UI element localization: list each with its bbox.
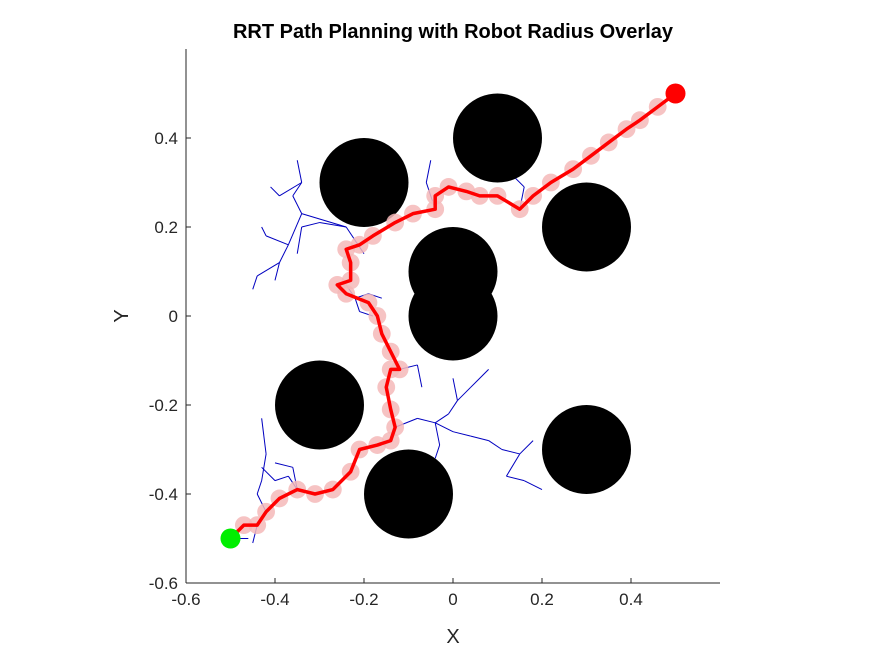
tree-edge — [448, 400, 458, 415]
x-tick-label: -0.6 — [171, 590, 200, 609]
path-line — [228, 91, 678, 541]
tree-edge — [416, 364, 423, 388]
tree-edge — [452, 431, 471, 437]
goal-marker — [665, 83, 686, 104]
tree-edge — [292, 182, 303, 197]
tree-edge — [505, 453, 521, 477]
tree-edge — [256, 480, 263, 495]
planned-path — [228, 91, 678, 541]
tree-edge — [261, 418, 267, 455]
y-tick-label: -0.2 — [149, 396, 178, 415]
tree-edge — [470, 435, 489, 442]
tree-edge — [292, 195, 303, 214]
tree-edge — [488, 440, 503, 450]
tree-edge — [434, 444, 441, 459]
tree-edge — [265, 235, 289, 246]
tree-edge — [457, 386, 472, 401]
tree-edge — [252, 275, 258, 290]
tree-edge — [301, 222, 320, 228]
tree-edge — [523, 480, 543, 490]
y-tick-label: -0.6 — [149, 574, 178, 593]
tree-edge — [287, 213, 303, 245]
tree-edge — [261, 226, 267, 237]
plot-area — [220, 83, 686, 549]
x-tick-label: -0.2 — [349, 590, 378, 609]
tree-edge — [279, 244, 289, 263]
tree-edge — [452, 378, 458, 401]
tree-edge — [354, 298, 361, 312]
y-tick-label: -0.4 — [149, 485, 178, 504]
tree-edge — [279, 182, 302, 197]
obstacle-circle — [319, 138, 409, 227]
tree-edge — [274, 262, 280, 281]
obstacle-circle — [408, 271, 498, 361]
tree-edge — [296, 160, 303, 183]
y-axis-label: Y — [111, 309, 133, 322]
y-tick-label: 0.4 — [154, 129, 178, 148]
x-tick-label: 0.2 — [530, 590, 554, 609]
tree-edge — [274, 475, 289, 482]
x-tick-label: -0.4 — [260, 590, 289, 609]
tree-edge — [256, 262, 280, 277]
obstacle-circle — [542, 405, 631, 494]
chart-title: RRT Path Planning with Robot Radius Over… — [233, 21, 674, 43]
obstacle-circle — [542, 182, 631, 272]
tree-edge — [434, 413, 449, 424]
tree-edge — [301, 213, 347, 228]
tree-edge — [296, 226, 303, 254]
obstacle-circle — [275, 360, 364, 450]
tree-edge — [501, 449, 520, 455]
x-tick-label: 0.4 — [619, 590, 643, 609]
tree-edge — [261, 453, 267, 481]
tree-edge — [506, 475, 525, 482]
tree-edge — [319, 222, 347, 228]
y-ticks: -0.6 -0.4 -0.2 0 0.2 0.4 — [149, 129, 191, 593]
tree-edge — [274, 462, 293, 468]
obstacle-circle — [364, 449, 453, 539]
tree-edge — [417, 417, 436, 424]
tree-edge — [434, 422, 441, 446]
tree-edge — [519, 440, 534, 455]
x-axis-label: X — [446, 626, 459, 648]
endpoint-markers — [220, 83, 686, 549]
tree-edge — [270, 186, 280, 197]
tree-edge — [425, 160, 432, 183]
axes: -0.6 -0.4 -0.2 0 0.2 0.4 -0.6 -0.4 -0.2 0 0.2 0.4 — [149, 49, 720, 609]
obstacle-circle — [453, 93, 542, 183]
y-tick-label: 0 — [169, 307, 178, 326]
x-tick-label: 0 — [448, 590, 457, 609]
tree-edge — [470, 369, 489, 388]
obstacles — [275, 93, 631, 539]
x-ticks: -0.6 -0.4 -0.2 0 0.2 0.4 — [171, 578, 643, 609]
tree-edge — [434, 422, 454, 433]
y-tick-label: 0.2 — [154, 218, 178, 237]
start-marker — [220, 528, 241, 549]
